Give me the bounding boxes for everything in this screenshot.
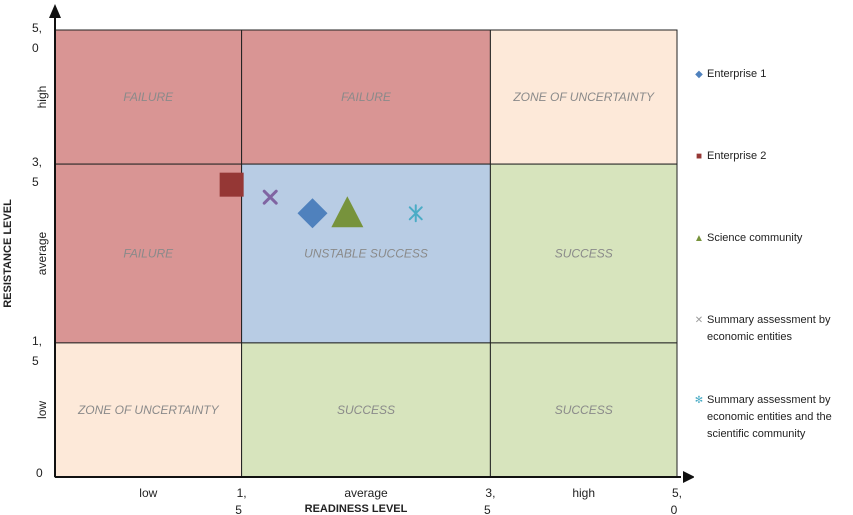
x-mark-icon: ✕: [694, 315, 704, 326]
legend-label: economic entities: [707, 331, 792, 343]
legend: ◆ Enterprise 1 ■ Enterprise 2 ▲ Science com…: [694, 0, 853, 515]
legend-label: Summary assessment by: [707, 314, 831, 326]
y-tick-label: 0: [32, 41, 39, 55]
legend-label: Summary assessment by: [707, 394, 831, 406]
x-category-label: average: [344, 486, 388, 500]
zone-cell: [54, 29, 243, 165]
asterisk-icon: ✻: [694, 395, 704, 406]
x-category-label: high: [572, 486, 595, 500]
legend-item-enterprise-1: ◆ Enterprise 1: [694, 66, 853, 83]
x-tick-label: 3,: [485, 486, 495, 500]
y-tick-label: 5: [32, 354, 39, 368]
x-tick-label: 5: [484, 503, 491, 515]
x-tick-label: 5: [235, 503, 242, 515]
x-tick-label: 0: [671, 503, 678, 515]
y-category-label: average: [35, 231, 49, 275]
data-point-science-community: [331, 196, 364, 228]
zone-cell: [241, 342, 491, 478]
x-mark-stroke: [262, 189, 278, 205]
x-tick-label: 1,: [237, 486, 247, 500]
data-point-enterprise-2: [219, 172, 244, 197]
zone-label: FAILURE: [123, 247, 174, 261]
y-tick-label: 3,: [32, 155, 42, 169]
legend-item-science-community: ▲ Science community: [694, 230, 853, 247]
legend-label: Enterprise 1: [707, 68, 767, 80]
zone-label: SUCCESS: [555, 403, 613, 417]
triangle-icon: ▲: [694, 233, 704, 244]
legend-item-enterprise-2: ■ Enterprise 2: [694, 148, 853, 165]
zone-cell: [241, 163, 491, 344]
zone-label: SUCCESS: [555, 247, 613, 261]
legend-label: Science community: [707, 232, 803, 244]
zone-cell: [489, 29, 678, 165]
y-tick-label: 1,: [32, 334, 42, 348]
legend-label: economic entities and the: [707, 411, 832, 423]
zone-label: FAILURE: [123, 90, 174, 104]
zone-cell: [54, 163, 243, 344]
legend-item-summary-economic-scientific: ✻ Summary assessment by economic entities…: [694, 392, 853, 443]
zone-label: FAILURE: [341, 90, 392, 104]
y-tick-label: 5: [32, 175, 39, 189]
diamond-icon: ◆: [695, 69, 703, 80]
legend-label: scientific community: [707, 428, 806, 440]
square-icon: ■: [695, 151, 703, 162]
zone-label: UNSTABLE SUCCESS: [304, 247, 428, 261]
zone-label: SUCCESS: [337, 403, 395, 417]
data-point-enterprise-1: [297, 198, 328, 229]
y-axis-title: RESISTANCE LEVEL: [2, 199, 14, 308]
y-category-label: low: [35, 401, 49, 419]
x-axis-title: READINESS LEVEL: [305, 503, 408, 515]
y-axis-arrow-icon: [49, 4, 61, 18]
data-point-summary-economic-scientific: [408, 204, 423, 223]
zone-label: ZONE OF UNCERTAINTY: [77, 403, 220, 417]
legend-label: Enterprise 2: [707, 150, 767, 162]
chart: FAILURE FAILURE ZONE OF UNCERTAINTY FAILURE…: [2, 4, 694, 515]
y-category-label: high: [35, 86, 49, 109]
y-tick-label: 0: [36, 466, 43, 480]
x-tick-label: 5,: [672, 486, 682, 500]
zone-cell: [489, 163, 678, 344]
legend-item-summary-economic: ✕ Summary assessment by economic entities: [694, 312, 853, 346]
zone-cell: [54, 342, 243, 478]
zone-label: ZONE OF UNCERTAINTY: [512, 90, 655, 104]
x-category-label: low: [139, 486, 157, 500]
data-point-summary-economic: [262, 189, 278, 205]
zone-cell: [241, 29, 491, 165]
y-tick-label: 5,: [32, 21, 42, 35]
x-axis-arrow-icon: [683, 471, 694, 483]
